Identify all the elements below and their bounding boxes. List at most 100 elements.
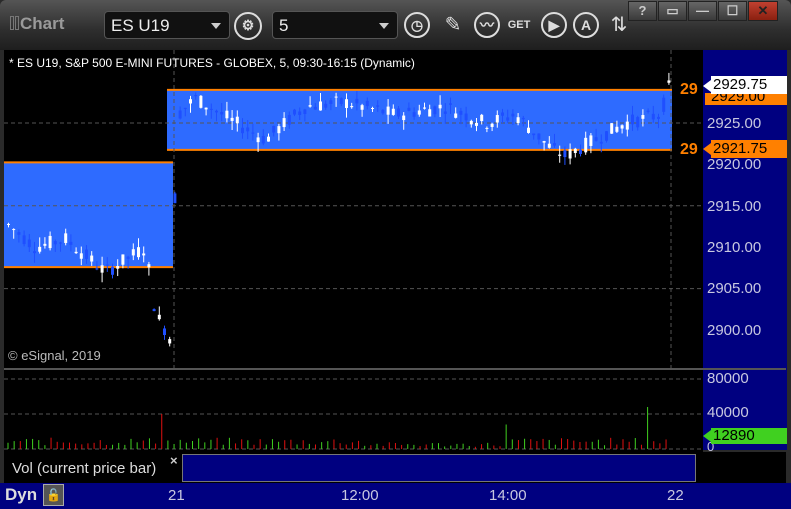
minimize-button[interactable]: —: [688, 1, 717, 21]
interval-select[interactable]: 5: [272, 11, 398, 39]
chart-header: * ES U19, S&P 500 E-MINI FUTURES - GLOBE…: [9, 56, 415, 70]
candle-body: [126, 256, 130, 259]
candle-body: [365, 100, 369, 107]
symbol-select[interactable]: ES U19: [104, 11, 230, 39]
chevron-down-icon: [211, 23, 221, 29]
candle-body: [277, 126, 281, 134]
candle-body: [657, 116, 660, 119]
candle-body: [33, 251, 36, 254]
candle-body: [74, 251, 78, 254]
candle-body: [38, 246, 42, 252]
price-tick: 2925.00: [707, 115, 762, 132]
candle-body: [69, 241, 73, 245]
alert-a-icon[interactable]: A: [573, 12, 599, 38]
candle-body: [579, 149, 582, 154]
candle-body: [121, 254, 125, 265]
maximize-button[interactable]: ☐: [718, 1, 747, 21]
volume-pane[interactable]: [4, 370, 703, 452]
candle-body: [131, 249, 135, 256]
candle-body: [449, 103, 452, 105]
volume-tag: 12890: [711, 428, 787, 444]
time-axis[interactable]: Dyn 🔓 21 12:00 14:00 22: [0, 483, 791, 509]
dynamic-mode-label[interactable]: Dyn: [5, 485, 38, 504]
time-tick: 12:00: [341, 487, 379, 504]
price-tick: 2915.00: [707, 198, 762, 215]
candle-body: [324, 103, 328, 108]
candle-body: [438, 104, 442, 109]
study-input-area[interactable]: [182, 454, 696, 482]
candle-body: [402, 115, 406, 121]
candle-body: [230, 117, 234, 121]
time-tick: 22: [667, 487, 684, 504]
candle-body: [490, 123, 494, 127]
candle-body: [407, 107, 411, 111]
price-tick: 2900.00: [707, 322, 762, 339]
study-icon[interactable]: 〰: [474, 12, 500, 38]
candle-body: [48, 235, 52, 249]
candle-body: [53, 241, 57, 245]
candle-body: [469, 120, 473, 125]
link-arrows-icon[interactable]: ⇅: [610, 14, 628, 36]
close-button[interactable]: ✕: [748, 1, 778, 21]
pane-divider[interactable]: [4, 368, 786, 370]
vol-tick: 0: [707, 439, 715, 454]
candle-body: [194, 95, 198, 97]
candle-body: [542, 141, 546, 143]
candle-body: [589, 135, 593, 146]
clock-icon[interactable]: ◷: [404, 12, 430, 38]
candle-body: [59, 242, 62, 244]
window-title[interactable]: Chart: [10, 14, 64, 34]
candle-body: [27, 239, 31, 248]
settings-gear-icon[interactable]: ⚙: [234, 12, 262, 40]
restore-down-button[interactable]: ▭: [658, 1, 687, 21]
candle-body: [116, 266, 120, 269]
candle-body: [625, 121, 629, 130]
lock-icon[interactable]: 🔓: [43, 484, 64, 506]
candle-body: [137, 247, 140, 258]
copyright: © eSignal, 2019: [8, 348, 101, 363]
volume-plot: [4, 378, 703, 450]
candle-body: [667, 80, 671, 83]
candle-body: [152, 309, 156, 312]
price-tick: 2905.00: [707, 280, 762, 297]
tag-pointer: [703, 80, 711, 92]
candle-body: [256, 137, 260, 143]
close-study-icon[interactable]: ×: [170, 453, 178, 468]
candle-body: [147, 264, 151, 268]
candle-body: [339, 98, 343, 105]
candle-body: [423, 107, 426, 109]
candle-body: [90, 255, 94, 262]
candle-body: [495, 115, 499, 123]
price-axis[interactable]: 2925.00 2920.00 2915.00 2910.00 2905.00 …: [703, 50, 787, 454]
candle-body: [225, 110, 229, 119]
price-chart[interactable]: * ES U19, S&P 500 E-MINI FUTURES - GLOBE…: [4, 50, 703, 368]
candle-body: [568, 149, 572, 159]
candle-body: [308, 105, 312, 107]
candle-body: [506, 117, 510, 121]
candle-body: [428, 109, 432, 117]
candle-body: [183, 107, 187, 109]
candle-body: [142, 253, 146, 256]
candle-body: [386, 106, 390, 115]
candle-body: [293, 109, 296, 115]
play-icon[interactable]: ▶: [541, 12, 567, 38]
pencil-icon[interactable]: ✎: [444, 14, 462, 36]
line-label-high: 29: [680, 81, 698, 98]
range-box: [4, 162, 173, 268]
help-button[interactable]: ?: [628, 1, 657, 21]
candle-body: [464, 113, 468, 121]
candle-body: [355, 98, 359, 104]
get-data-icon[interactable]: GET: [507, 19, 531, 31]
time-tick: 21: [168, 487, 185, 504]
candle-body: [251, 132, 255, 134]
candle-body: [345, 99, 348, 109]
candle-body: [417, 110, 421, 115]
candle-body: [329, 100, 333, 104]
candle-body: [558, 154, 562, 156]
study-label: Vol (current price bar): [12, 460, 157, 477]
vol-tick: 40000: [707, 404, 749, 421]
level-tag: 2921.75: [711, 140, 787, 158]
last-price-tag: 2929.75: [711, 76, 787, 94]
candle-body: [173, 193, 177, 204]
candle-body: [485, 127, 489, 129]
